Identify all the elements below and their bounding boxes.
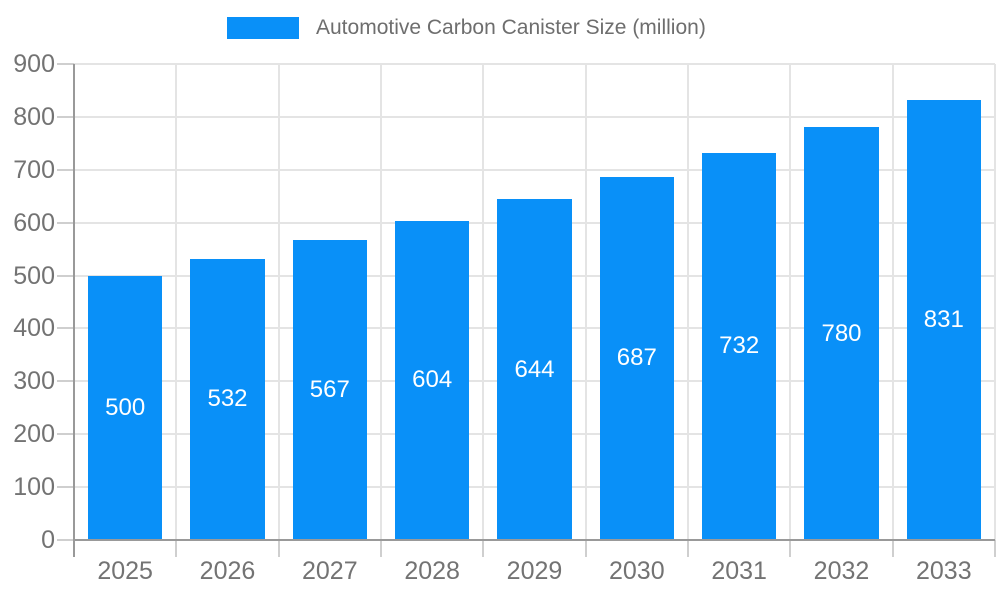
x-axis-label: 2026: [199, 557, 256, 585]
v-gridline: [277, 64, 280, 540]
h-gridline: [74, 115, 995, 118]
x-tick: [584, 540, 587, 557]
x-tick: [687, 540, 689, 557]
bar-value-label: 644: [514, 355, 555, 383]
x-axis-line: [74, 539, 995, 541]
v-gridline: [789, 64, 792, 540]
v-gridline: [584, 64, 587, 540]
y-tick: [57, 486, 74, 489]
x-axis-label: 2029: [506, 557, 563, 585]
h-gridline: [74, 168, 995, 171]
bar-value-label: 567: [309, 376, 350, 404]
y-tick: [57, 539, 74, 541]
y-tick: [57, 168, 74, 171]
bar[interactable]: [190, 258, 265, 540]
x-axis-label: 2031: [711, 557, 767, 585]
bar[interactable]: [88, 275, 163, 540]
x-tick: [891, 540, 894, 557]
y-axis-label: 600: [13, 208, 55, 237]
x-tick: [175, 540, 178, 557]
x-axis-label: 2033: [916, 557, 972, 585]
x-axis-label: 2030: [609, 557, 665, 585]
bar-value-label: 732: [719, 332, 760, 360]
y-tick: [57, 221, 74, 224]
v-gridline: [687, 64, 689, 540]
bar[interactable]: [292, 240, 367, 540]
y-tick: [57, 115, 74, 118]
y-axis-line: [73, 64, 75, 557]
y-axis-label: 800: [13, 102, 55, 131]
bar-value-label: 500: [105, 393, 146, 421]
x-tick: [482, 540, 485, 557]
h-gridline: [74, 63, 995, 65]
y-axis-label: 700: [13, 155, 55, 184]
legend-label: Automotive Carbon Canister Size (million…: [316, 16, 706, 39]
y-tick: [57, 63, 74, 65]
x-tick: [994, 540, 996, 557]
y-axis-label: 400: [13, 314, 55, 343]
bar-value-label: 831: [923, 306, 964, 334]
x-axis-label: 2028: [404, 557, 460, 585]
bar-value-label: 687: [616, 344, 657, 372]
y-axis-label: 300: [13, 367, 55, 396]
legend-swatch-icon: [227, 17, 299, 39]
bar-value-label: 604: [412, 366, 453, 394]
y-tick: [57, 380, 74, 383]
v-gridline: [175, 64, 178, 540]
y-axis-label: 0: [41, 526, 55, 554]
x-tick: [277, 540, 280, 557]
bar[interactable]: [395, 220, 470, 540]
bar[interactable]: [702, 152, 777, 540]
bar[interactable]: [497, 199, 572, 540]
v-gridline: [891, 64, 894, 540]
x-axis-label: 2027: [302, 557, 358, 585]
legend[interactable]: Automotive Carbon Canister Size (million…: [227, 16, 706, 40]
bar-value-label: 532: [207, 385, 248, 413]
v-gridline: [380, 64, 382, 540]
y-axis-label: 100: [13, 473, 55, 502]
y-axis-label: 200: [13, 420, 55, 449]
y-tick: [57, 274, 74, 277]
bar[interactable]: [804, 127, 879, 540]
x-axis-label: 2032: [813, 557, 870, 585]
x-axis-label: 2025: [97, 557, 153, 585]
y-tick: [57, 433, 74, 436]
bar[interactable]: [599, 176, 674, 540]
y-axis-label: 900: [13, 50, 55, 78]
x-tick: [789, 540, 792, 557]
v-gridline: [994, 64, 996, 540]
x-tick: [380, 540, 382, 557]
y-axis-label: 500: [13, 261, 55, 290]
bar[interactable]: [906, 100, 981, 540]
v-gridline: [482, 64, 485, 540]
bar-value-label: 780: [821, 319, 862, 347]
y-tick: [57, 327, 74, 330]
